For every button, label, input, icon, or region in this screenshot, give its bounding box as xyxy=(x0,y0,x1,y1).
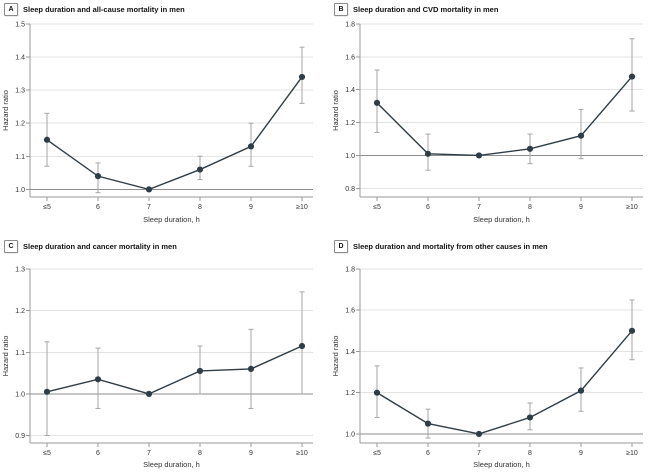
chart-panel-b: 0.8 1.0 1.2 1.4 1.6 1.8 ≤5 6 7 8 9 ≥10 Sleep duratio… xyxy=(331,22,643,224)
svg-text:1.6: 1.6 xyxy=(345,54,355,61)
svg-text:Sleep duration, h: Sleep duration, h xyxy=(143,215,200,224)
svg-text:9: 9 xyxy=(579,450,583,457)
svg-text:1.6: 1.6 xyxy=(345,308,355,315)
panel-b: B Sleep duration and CVD mortality in me… xyxy=(330,0,660,237)
panel-d-title: Sleep duration and mortality from other … xyxy=(353,242,548,251)
svg-text:1.1: 1.1 xyxy=(15,350,25,357)
svg-text:1.3: 1.3 xyxy=(15,267,25,274)
svg-text:7: 7 xyxy=(477,450,481,457)
panel-a: A Sleep duration and all-cause mortality… xyxy=(0,0,330,237)
svg-text:≤5: ≤5 xyxy=(373,204,381,211)
svg-text:1.0: 1.0 xyxy=(345,153,355,160)
svg-text:≤5: ≤5 xyxy=(373,450,381,457)
svg-text:≥10: ≥10 xyxy=(296,204,308,211)
svg-text:≥10: ≥10 xyxy=(626,450,638,457)
svg-text:9: 9 xyxy=(249,450,253,457)
svg-text:1.2: 1.2 xyxy=(15,308,25,315)
panel-a-header: A Sleep duration and all-cause mortality… xyxy=(4,3,185,16)
panel-b-label-box: B xyxy=(334,3,348,16)
svg-text:Hazard ratio: Hazard ratio xyxy=(1,336,10,377)
svg-text:1.8: 1.8 xyxy=(345,267,355,274)
svg-text:1.0: 1.0 xyxy=(345,431,355,438)
svg-text:8: 8 xyxy=(528,204,532,211)
panel-c-label-box: C xyxy=(4,240,18,253)
svg-text:1.4: 1.4 xyxy=(15,55,25,62)
svg-text:1.5: 1.5 xyxy=(15,22,25,29)
svg-text:9: 9 xyxy=(249,204,253,211)
svg-text:Hazard ratio: Hazard ratio xyxy=(331,336,340,377)
panel-c-header: C Sleep duration and cancer mortality in… xyxy=(4,240,177,253)
svg-text:1.3: 1.3 xyxy=(15,88,25,95)
svg-text:Hazard ratio: Hazard ratio xyxy=(331,90,340,131)
svg-text:≤5: ≤5 xyxy=(43,450,51,457)
svg-text:9: 9 xyxy=(579,204,583,211)
svg-text:1.4: 1.4 xyxy=(345,87,355,94)
svg-text:6: 6 xyxy=(96,450,100,457)
svg-text:1.4: 1.4 xyxy=(345,349,355,356)
svg-text:Sleep duration, h: Sleep duration, h xyxy=(473,460,530,469)
svg-text:≤5: ≤5 xyxy=(43,204,51,211)
panel-d-label-box: D xyxy=(334,240,348,253)
panel-a-title: Sleep duration and all-cause mortality i… xyxy=(23,5,185,14)
panel-b-title: Sleep duration and CVD mortality in men xyxy=(353,5,499,14)
svg-text:8: 8 xyxy=(198,450,202,457)
chart-panel-a: 1.0 1.1 1.2 1.3 1.4 1.5 ≤5 6 7 8 9 ≥10 Sleep duratio… xyxy=(1,22,313,224)
svg-text:6: 6 xyxy=(426,450,430,457)
svg-text:6: 6 xyxy=(426,204,430,211)
svg-text:1.2: 1.2 xyxy=(345,390,355,397)
svg-text:Hazard ratio: Hazard ratio xyxy=(1,90,10,131)
chart-panel-d: 1.0 1.2 1.4 1.6 1.8 ≤5 6 7 8 9 ≥10 Sleep duration, … xyxy=(331,267,643,469)
svg-text:0.9: 0.9 xyxy=(15,433,25,440)
svg-text:Sleep duration, h: Sleep duration, h xyxy=(143,460,200,469)
chart-panel-c: 0.9 1.0 1.1 1.2 1.3 ≤5 6 7 8 9 ≥10 Sleep duration, … xyxy=(1,267,313,469)
svg-text:1.2: 1.2 xyxy=(15,121,25,128)
panel-a-label-box: A xyxy=(4,3,18,16)
svg-text:7: 7 xyxy=(147,450,151,457)
svg-text:1.2: 1.2 xyxy=(345,120,355,127)
svg-text:Sleep duration, h: Sleep duration, h xyxy=(473,215,530,224)
svg-text:0.8: 0.8 xyxy=(345,186,355,193)
svg-text:1.0: 1.0 xyxy=(15,187,25,194)
svg-text:1.8: 1.8 xyxy=(345,22,355,29)
svg-text:≥10: ≥10 xyxy=(296,450,308,457)
svg-text:8: 8 xyxy=(528,450,532,457)
svg-text:6: 6 xyxy=(96,204,100,211)
panel-b-header: B Sleep duration and CVD mortality in me… xyxy=(334,3,498,16)
panel-d: D Sleep duration and mortality from othe… xyxy=(330,237,660,473)
panel-c-title: Sleep duration and cancer mortality in m… xyxy=(23,242,177,251)
svg-text:7: 7 xyxy=(147,204,151,211)
panel-d-header: D Sleep duration and mortality from othe… xyxy=(334,240,548,253)
svg-text:1.0: 1.0 xyxy=(15,391,25,398)
svg-text:1.1: 1.1 xyxy=(15,154,25,161)
svg-text:8: 8 xyxy=(198,204,202,211)
svg-text:7: 7 xyxy=(477,204,481,211)
panel-c: C Sleep duration and cancer mortality in… xyxy=(0,237,330,473)
svg-text:≥10: ≥10 xyxy=(626,204,638,211)
